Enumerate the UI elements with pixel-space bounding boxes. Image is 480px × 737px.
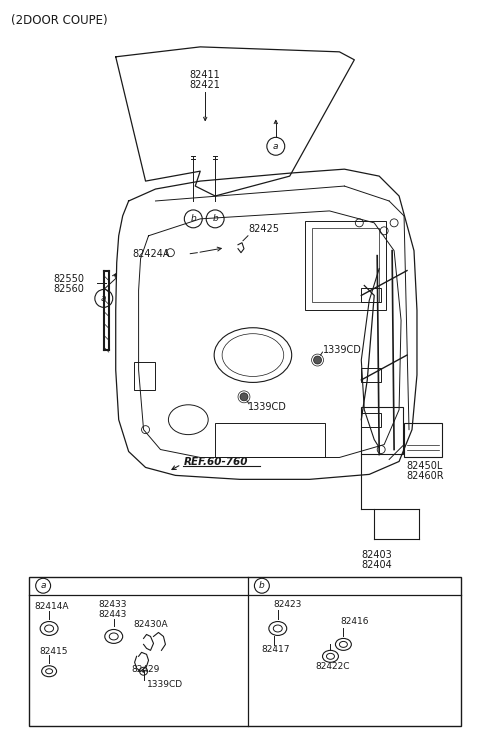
- Text: 82433: 82433: [99, 600, 127, 609]
- Text: a: a: [101, 294, 107, 303]
- Bar: [361, 368, 381, 382]
- Text: 82403: 82403: [361, 550, 392, 560]
- Text: 82450L: 82450L: [406, 461, 443, 472]
- Text: 82443: 82443: [99, 610, 127, 619]
- Text: 82404: 82404: [361, 560, 392, 570]
- Text: a: a: [273, 142, 278, 151]
- Text: 82423: 82423: [274, 600, 302, 609]
- Text: 82414A: 82414A: [34, 602, 69, 611]
- Bar: [312, 228, 379, 302]
- Bar: [215, 423, 324, 458]
- Text: 82550: 82550: [53, 273, 84, 284]
- Text: 82560: 82560: [53, 284, 84, 295]
- Text: 1339CD: 1339CD: [323, 345, 361, 355]
- Circle shape: [240, 393, 248, 401]
- Bar: [29, 577, 461, 726]
- Text: 82416: 82416: [340, 617, 369, 626]
- Text: 82424A: 82424A: [132, 248, 170, 259]
- Text: 82411: 82411: [190, 70, 221, 80]
- Circle shape: [142, 670, 145, 673]
- Text: a: a: [40, 581, 46, 590]
- Text: 82430A: 82430A: [133, 620, 168, 629]
- Bar: [361, 288, 381, 302]
- Text: 82429: 82429: [132, 665, 160, 674]
- Text: 82422C: 82422C: [315, 662, 350, 671]
- Text: REF.60-760: REF.60-760: [183, 458, 248, 467]
- Text: b: b: [191, 214, 196, 223]
- Text: 1339CD: 1339CD: [146, 680, 183, 688]
- Bar: [361, 413, 381, 427]
- Circle shape: [313, 356, 322, 364]
- Text: 82417: 82417: [261, 645, 289, 654]
- Text: b: b: [259, 581, 265, 590]
- Text: 82421: 82421: [190, 80, 221, 90]
- Text: (2DOOR COUPE): (2DOOR COUPE): [12, 14, 108, 27]
- Text: 82415: 82415: [39, 647, 68, 656]
- Bar: [305, 221, 386, 310]
- Bar: [404, 423, 442, 458]
- Bar: [361, 407, 403, 455]
- Text: 82460R: 82460R: [406, 472, 444, 481]
- Text: 1339CD: 1339CD: [248, 402, 287, 412]
- Bar: [133, 362, 156, 390]
- Text: 82425: 82425: [248, 224, 279, 234]
- Text: b: b: [212, 214, 218, 223]
